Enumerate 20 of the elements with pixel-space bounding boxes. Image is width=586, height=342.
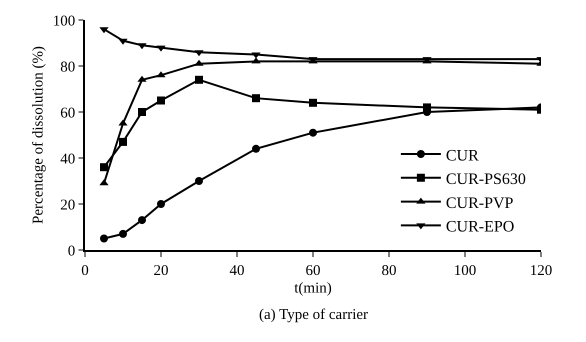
legend-label: CUR [446, 147, 480, 164]
x-tick-label: 120 [530, 262, 552, 279]
y-tick-label: 60 [60, 105, 76, 122]
y-tick-label: 100 [52, 13, 76, 30]
text: (a) Type of carrier [259, 307, 368, 323]
y-axis-title: Percentage of dissolution (%) [30, 46, 46, 224]
x-tick-label: 80 [382, 262, 396, 279]
x-axis-title: t(min) [294, 280, 332, 296]
legend-label: CUR-PS630 [446, 171, 526, 188]
y-tick-label: 80 [60, 59, 76, 76]
legend-label: CUR-PVP [446, 194, 514, 212]
y-tick-label: 40 [60, 151, 76, 168]
x-tick-label: 40 [230, 262, 244, 279]
x-tick-label: 100 [454, 262, 476, 279]
y-tick-label: 20 [60, 197, 76, 214]
y-tick-label: 0 [68, 243, 76, 260]
legend-label: CUR-EPO [446, 218, 514, 236]
x-tick-label: 60 [306, 262, 320, 279]
x-tick-label: 20 [154, 262, 168, 279]
x-tick-label: 0 [81, 262, 89, 279]
